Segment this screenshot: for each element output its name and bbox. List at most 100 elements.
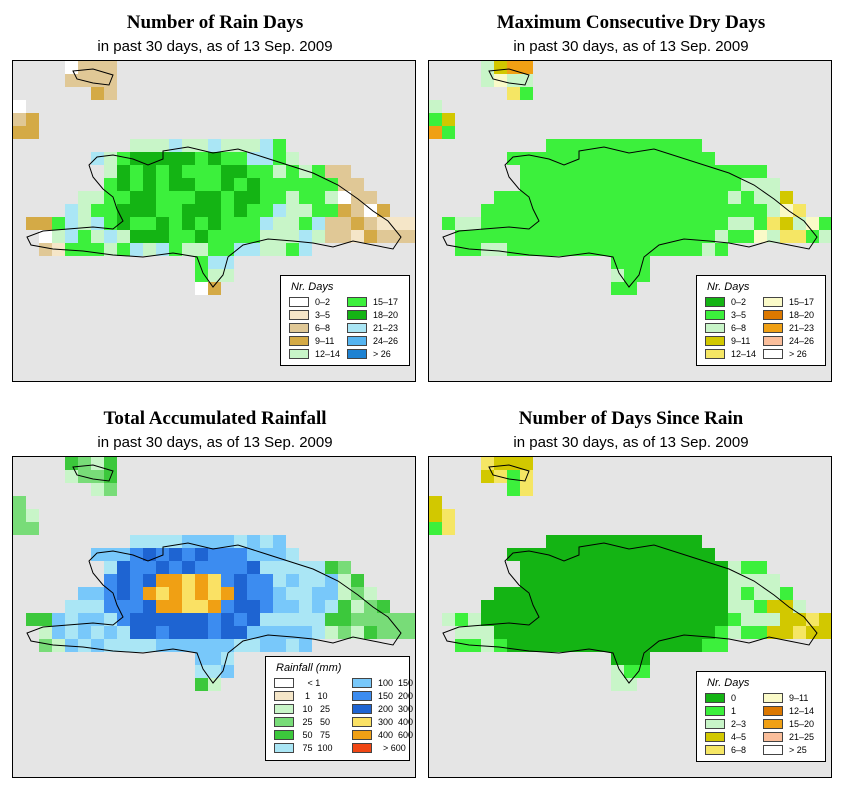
grid-cell [299,587,312,600]
map-canvas [429,457,831,691]
grid-cell [741,230,754,243]
grid-cell [611,600,624,613]
grid-cell [585,587,598,600]
legend-title: Nr. Days [707,281,750,293]
grid-cell [507,87,520,100]
coastline [488,464,530,482]
legend-swatch [763,310,783,320]
grid-cell [13,496,26,509]
grid-cell [663,626,676,639]
legend-swatch [274,743,294,753]
grid-cell [715,217,728,230]
grid-cell [611,561,624,574]
grid-cell [507,548,520,561]
grid-cell [286,561,299,574]
grid-cell [637,613,650,626]
grid-cell [247,165,260,178]
legend-swatch [289,336,309,346]
grid-cell [117,152,130,165]
grid-cell [234,626,247,639]
legend-label: 10 25 [300,704,331,714]
grid-cell [780,217,793,230]
grid-cell [286,639,299,652]
grid-cell [650,165,663,178]
legend-swatch [763,719,783,729]
legend-label: 9–11 [315,336,335,346]
grid-cell [221,652,234,665]
grid-cell [689,561,702,574]
legend-label: 75 100 [300,743,333,753]
grid-cell [143,587,156,600]
grid-cell [247,139,260,152]
grid-cell [195,191,208,204]
grid-cell [39,613,52,626]
grid-cell [221,535,234,548]
grid-cell [533,548,546,561]
grid-cell [624,600,637,613]
grid-cell [819,217,831,230]
legend-label: 18–20 [789,310,815,320]
grid-cell [286,613,299,626]
grid-cell [650,587,663,600]
grid-cell [585,548,598,561]
grid-cell [338,600,351,613]
grid-cell [143,230,156,243]
grid-cell [767,217,780,230]
legend-label: 9–11 [731,336,751,346]
legend-item: 0–2 [289,296,330,308]
grid-cell [286,600,299,613]
grid-cell [741,587,754,600]
grid-cell [143,165,156,178]
grid-cell [650,217,663,230]
grid-cell [260,165,273,178]
grid-cell [741,165,754,178]
grid-cell [702,230,715,243]
grid-cell [689,548,702,561]
grid-cell [767,613,780,626]
grid-cell [195,165,208,178]
grid-cell [663,561,676,574]
grid-cell [572,535,585,548]
grid-cell [715,178,728,191]
grid-cell [247,600,260,613]
grid-cell [624,165,637,178]
grid-cell [338,165,351,178]
grid-cell [221,204,234,217]
grid-cell [273,535,286,548]
grid-cell [104,230,117,243]
grid-cell [637,639,650,652]
grid-cell [728,230,741,243]
grid-cell [676,600,689,613]
grid-cell [546,217,559,230]
grid-cell [143,204,156,217]
legend-item: 3–5 [289,309,330,321]
grid-cell [650,613,663,626]
legend: Nr. Days 0 1 2–3 4–5 6–8 9–11 12–14 15–20 21–25 >… [696,671,826,762]
grid-cell [325,574,338,587]
grid-cell [624,665,637,678]
grid-cell [520,243,533,256]
legend-label: 3–5 [731,310,747,320]
grid-cell [286,191,299,204]
grid-cell [676,574,689,587]
grid-cell [585,230,598,243]
grid-cell [806,217,819,230]
grid-cell [273,626,286,639]
grid-cell [338,204,351,217]
grid-cell [325,587,338,600]
grid-cell [572,217,585,230]
grid-cell [715,626,728,639]
grid-cell [754,561,767,574]
grid-cell [767,230,780,243]
grid-cell [247,178,260,191]
grid-cell [260,217,273,230]
grid-cell [650,639,663,652]
legend-item: 1 [705,705,736,717]
grid-cell [78,613,91,626]
grid-cell [182,217,195,230]
grid-cell [611,587,624,600]
grid-cell [312,574,325,587]
grid-cell [520,548,533,561]
grid-cell [507,230,520,243]
legend-item: 0 [705,692,736,704]
